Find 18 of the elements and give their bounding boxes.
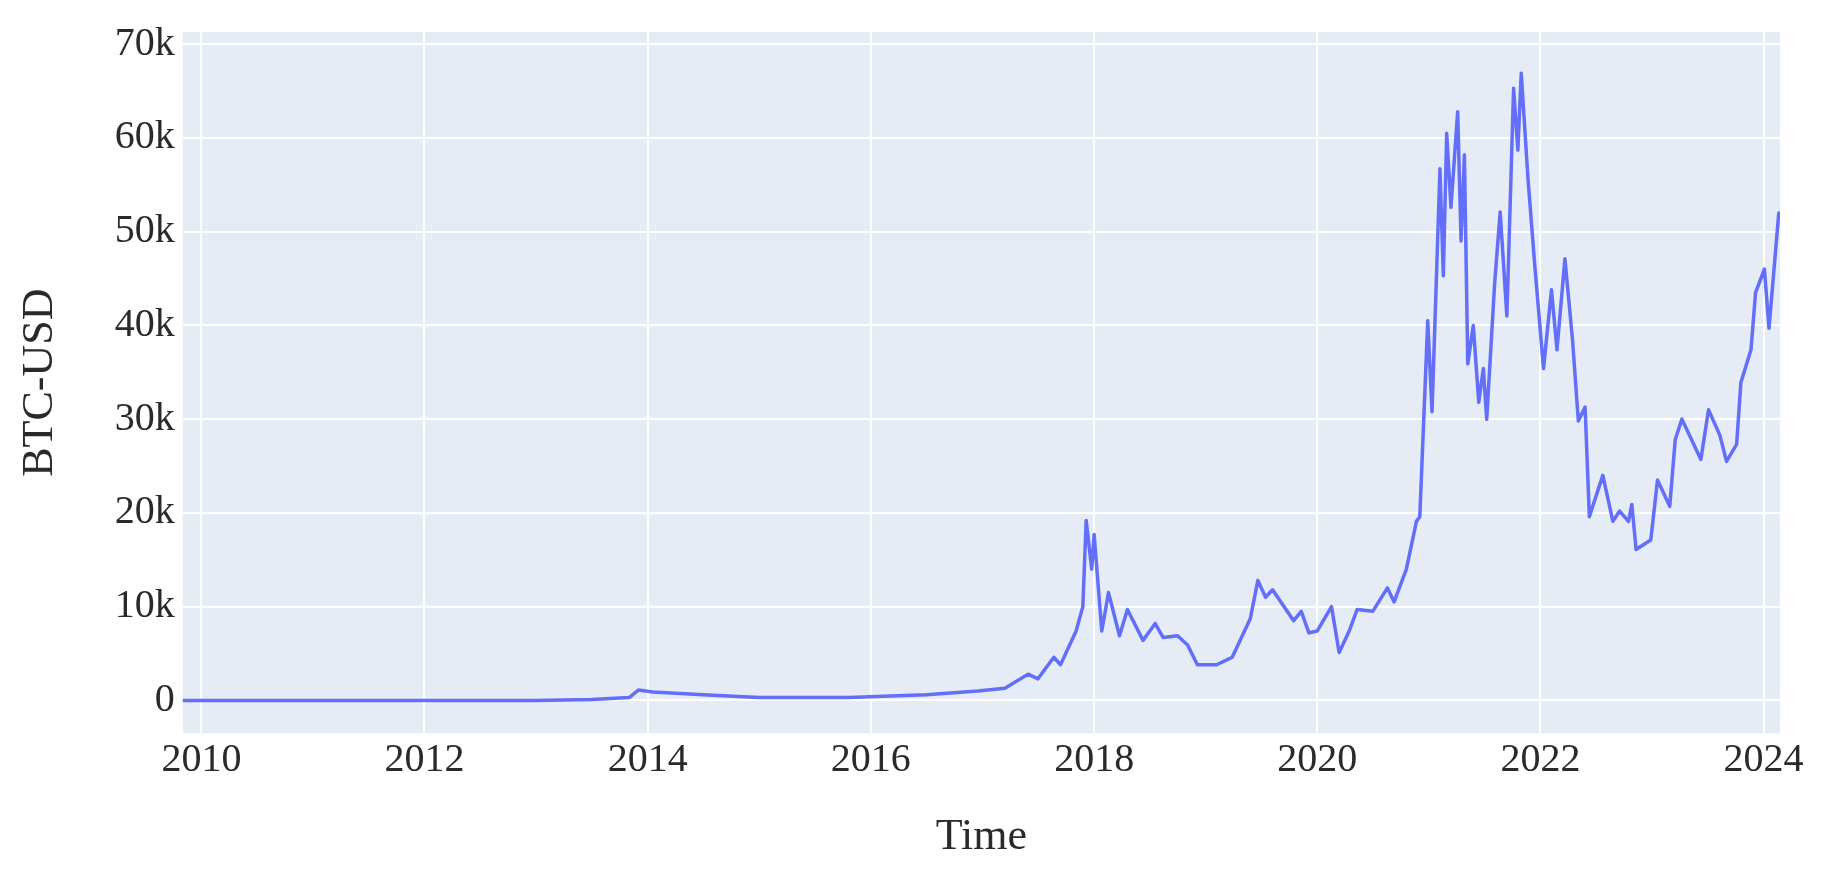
y-tick-label: 50k — [114, 206, 175, 252]
x-tick-label: 2014 — [607, 734, 688, 780]
y-tick-label: 20k — [114, 487, 175, 533]
x-axis-title: Time — [935, 810, 1028, 860]
y-tick-label: 60k — [114, 112, 175, 158]
x-tick-label: 2024 — [1723, 734, 1804, 780]
y-axis-title: BTC-USD — [12, 288, 62, 477]
y-tick-label: 70k — [114, 18, 175, 64]
x-tick-label: 2018 — [1054, 734, 1135, 780]
y-tick-label: 30k — [114, 393, 175, 439]
x-tick-label: 2020 — [1277, 734, 1358, 780]
x-tick-label: 2016 — [830, 734, 911, 780]
x-tick-label: 2012 — [384, 734, 465, 780]
y-tick-label: 10k — [114, 581, 175, 627]
y-tick-label: 0 — [154, 674, 175, 720]
x-tick-label: 2010 — [161, 734, 242, 780]
x-tick-label: 2022 — [1500, 734, 1581, 780]
y-tick-label: 40k — [114, 299, 175, 345]
